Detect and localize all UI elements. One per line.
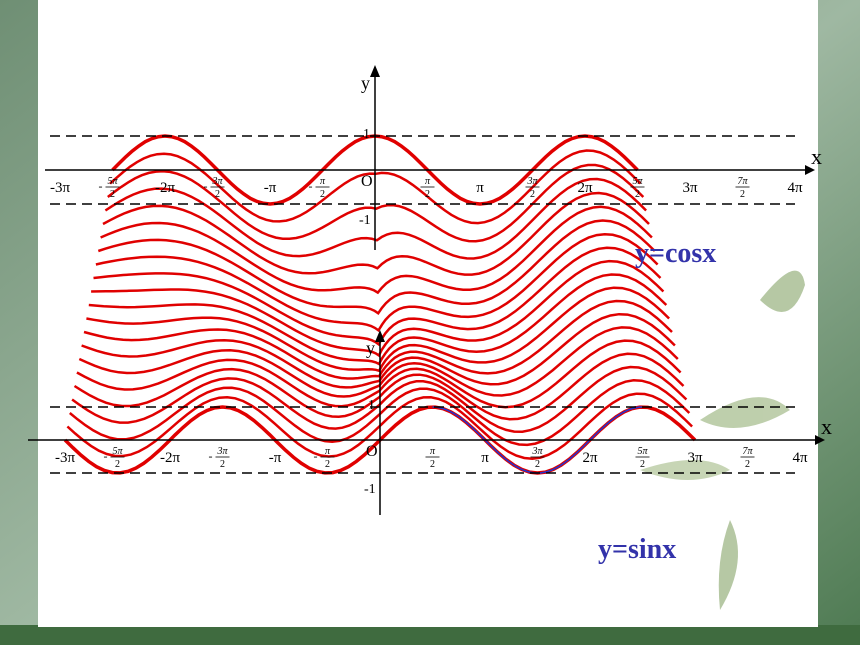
- y-label: -1: [364, 482, 376, 497]
- x-tick-den: 2: [740, 189, 745, 200]
- x-tick-sign: -: [104, 449, 108, 463]
- slide-panel: [38, 0, 818, 627]
- origin-label: O: [361, 173, 373, 190]
- x-tick-num: 5π: [107, 176, 118, 187]
- morph-curve: [88, 273, 668, 366]
- y-axis-label: y: [361, 73, 370, 93]
- x-tick-num: 3π: [211, 176, 223, 187]
- y-arrow: [370, 65, 380, 77]
- x-tick-den: 2: [635, 189, 640, 200]
- grass-strip: [0, 625, 860, 645]
- x-tick-label: 3π: [682, 180, 698, 196]
- y-label: -1: [359, 213, 371, 228]
- x-tick-num: π: [425, 176, 431, 187]
- y-label: 1: [363, 127, 370, 142]
- x-tick-num: π: [430, 446, 436, 457]
- morph-curve: [93, 246, 662, 347]
- morph-curve: [102, 191, 650, 276]
- morph-curve: [83, 299, 673, 380]
- x-tick-num: 5π: [637, 446, 648, 457]
- x-tick-den: 2: [640, 459, 645, 470]
- x-tick-label: 3π: [687, 450, 703, 466]
- x-tick-num: 7π: [737, 176, 748, 187]
- morph-curve: [81, 312, 676, 389]
- x-tick-sign: -: [309, 179, 313, 193]
- x-tick-label: 4π: [787, 180, 803, 196]
- x-tick-label: -3π: [55, 450, 75, 466]
- x-tick-den: 2: [215, 189, 220, 200]
- x-tick-den: 2: [325, 459, 330, 470]
- x-tick-label: 2π: [582, 450, 598, 466]
- x-tick-label: -3π: [50, 180, 70, 196]
- x-tick-num: 3π: [531, 446, 543, 457]
- x-tick-label: π: [476, 180, 484, 196]
- origin-label: O: [366, 443, 378, 460]
- y-axis-label: y: [366, 338, 375, 358]
- x-tick-num: 5π: [112, 446, 123, 457]
- x-tick-den: 2: [110, 189, 115, 200]
- x-tick-num: 3π: [526, 176, 538, 187]
- x-tick-den: 2: [425, 189, 430, 200]
- x-tick-label: -2π: [155, 180, 175, 196]
- x-tick-den: 2: [745, 459, 750, 470]
- x-arrow: [805, 165, 815, 175]
- x-tick-sign: -: [314, 449, 318, 463]
- morph-curve: [78, 326, 679, 398]
- x-tick-num: π: [325, 446, 331, 457]
- y-label: 1: [368, 398, 375, 413]
- caption: y=sinx: [598, 534, 676, 565]
- x-tick-den: 2: [535, 459, 540, 470]
- x-tick-den: 2: [430, 459, 435, 470]
- morph-curve: [100, 205, 653, 295]
- x-tick-label: 2π: [577, 180, 593, 196]
- x-tick-label: -π: [264, 180, 277, 196]
- morph-curve: [107, 163, 645, 243]
- x-axis-label: x: [811, 144, 822, 169]
- x-tick-sign: -: [99, 179, 103, 193]
- x-tick-den: 2: [530, 189, 535, 200]
- caption: y=cosx: [635, 238, 716, 269]
- x-tick-num: 7π: [742, 446, 753, 457]
- x-tick-label: -π: [269, 450, 282, 466]
- morph-curve: [97, 219, 656, 316]
- x-tick-den: 2: [115, 459, 120, 470]
- x-tick-sign: -: [204, 179, 208, 193]
- morph-curve: [91, 259, 665, 358]
- x-tick-num: π: [320, 176, 326, 187]
- x-tick-sign: -: [209, 449, 213, 463]
- x-tick-num: 3π: [216, 446, 228, 457]
- y-arrow: [375, 330, 385, 342]
- x-arrow: [815, 435, 825, 445]
- x-tick-num: 5π: [632, 176, 643, 187]
- morph-curve: [95, 232, 659, 333]
- x-axis-label: x: [821, 414, 832, 439]
- morph-curve: [86, 286, 670, 373]
- x-tick-den: 2: [320, 189, 325, 200]
- x-tick-label: π: [481, 450, 489, 466]
- x-tick-label: 4π: [792, 450, 808, 466]
- x-tick-den: 2: [220, 459, 225, 470]
- morph-curve: [104, 177, 647, 260]
- x-tick-label: -2π: [160, 450, 180, 466]
- bamboo-leaves: [640, 270, 805, 610]
